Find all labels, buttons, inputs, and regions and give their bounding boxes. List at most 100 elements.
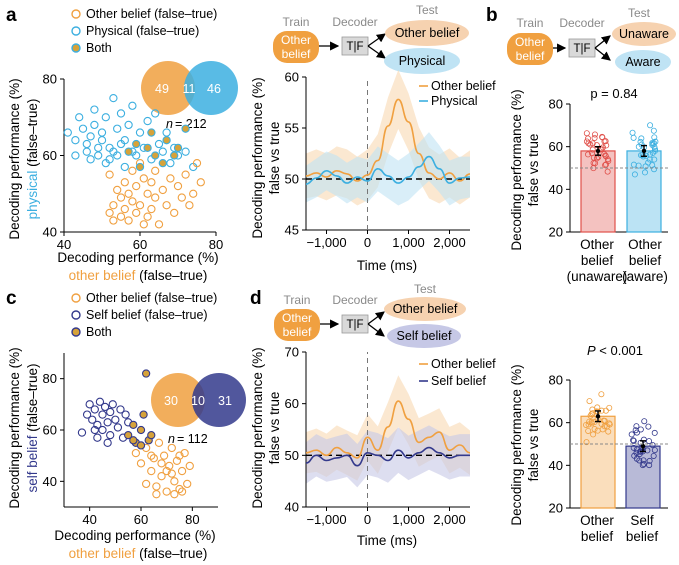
data-point [591,131,598,138]
schema-decoder-label: Decoder [332,293,377,307]
data-point [591,426,598,433]
y-tick-label: 60 [285,70,299,85]
y-tick-label: 80 [549,373,563,388]
data-point [143,212,152,221]
data-point [128,197,137,206]
data-point [154,438,164,447]
legend-marker-other-belief [71,9,81,19]
data-point [590,431,597,438]
data-point [90,120,99,130]
data-point [124,430,133,440]
data-point [147,466,156,476]
data-point [642,163,649,170]
y-axis-label-line2: false vs true [267,392,282,465]
y-axis-label: Decoding performance (%) [250,347,265,508]
schema-test-label: Test [416,3,439,17]
category-label-line2: belief [626,529,659,544]
schema-decoder-label: Decoder [332,15,377,29]
y-axis-label: Decoding performance (%) [7,78,22,239]
schema-test-label-1: Other belief [393,302,458,316]
data-point [132,181,141,191]
x-axis-label: Time (ms) [357,533,417,548]
y-tick-label: 40 [549,458,563,473]
panel-d-bar-plot: 20 40 60 80 [549,373,668,516]
data-point [604,168,611,175]
data-point [106,407,115,417]
stat-label-p: P [587,343,596,358]
schema-train-word2: belief [516,49,545,63]
data-point [167,443,176,453]
data-point [111,415,120,424]
data-point [94,151,103,160]
category-label-line3: (aware) [622,269,668,284]
data-point [185,461,194,471]
panel-d-timecourse-plot: −1,000 0 1,000 2,000 40 50 60 70 [285,345,471,527]
data-point [82,139,91,149]
schema-train-pill [274,309,320,341]
data-point [585,421,592,428]
data-point [651,447,658,454]
data-point [103,418,112,427]
data-point [651,147,658,154]
stat-label: P < 0.001 [587,343,643,358]
y-axis-label-line2: physical (false–true) [25,99,40,220]
panel-label-c: c [6,288,17,309]
data-point [631,171,638,178]
y-tick-label: 55 [285,121,299,136]
schema-test-label: Test [628,6,651,20]
y-axis-label-line2: self belief (false–true) [25,363,40,492]
data-point [173,181,183,191]
panel-c-legend: Other belief (false–true) Self belief (f… [71,291,217,339]
data-point [633,423,640,430]
panel-d-timecourse: −1,000 0 1,000 2,000 40 50 60 70 Other belief S… [250,345,496,549]
data-point [139,174,148,183]
data-point [166,174,175,183]
data-point [116,212,126,221]
data-point [162,466,171,476]
mean-marker [595,148,601,154]
y-axis-label: Decoding performance (%) [509,89,524,250]
legend-label-both: Both [86,41,112,55]
mean-marker [641,148,647,154]
data-point [628,431,635,438]
panel-a-scatter-plot: 40 60 80 40 60 80 [43,72,224,253]
data-point [603,142,610,149]
data-point [90,425,99,435]
data-point [181,147,190,156]
bar [580,150,616,233]
data-point [75,113,84,122]
data-point [638,135,645,142]
data-point [90,105,99,114]
data-point [162,487,171,496]
data-point [116,109,126,118]
data-point [109,93,118,103]
data-point [141,479,151,489]
data-point [120,204,129,214]
data-point [159,451,169,460]
venn-circle-other-belief [151,373,205,427]
data-point [192,158,202,168]
schema-decoder-tf: T|F [346,319,363,331]
legend-label-both: Both [86,325,112,339]
x-tick-label: 2,000 [433,512,466,527]
panel-d-schema: Train Other belief Decoder T|F Test Othe… [274,282,466,348]
data-point [652,146,659,153]
x-axis-label-rest: (false–true) [135,268,207,283]
data-point [157,472,166,481]
data-point [93,420,102,430]
schema-test-pill-1 [384,297,466,321]
y-axis-label: Decoding performance (%) [250,77,265,238]
legend-label-other-belief-tc: Other belief [431,357,496,371]
category-label-line1: Other [580,237,614,252]
data-point [93,433,102,442]
data-point [101,113,110,122]
data-point [109,216,118,225]
data-point [154,139,164,149]
data-point [135,201,145,210]
data-point [162,201,171,210]
y-tick-label: 45 [285,223,299,238]
schema-test-pill-2 [615,50,671,74]
schema-arrow-test2 [367,323,385,337]
data-point [641,169,648,176]
y-tick-label: 60 [549,415,563,430]
